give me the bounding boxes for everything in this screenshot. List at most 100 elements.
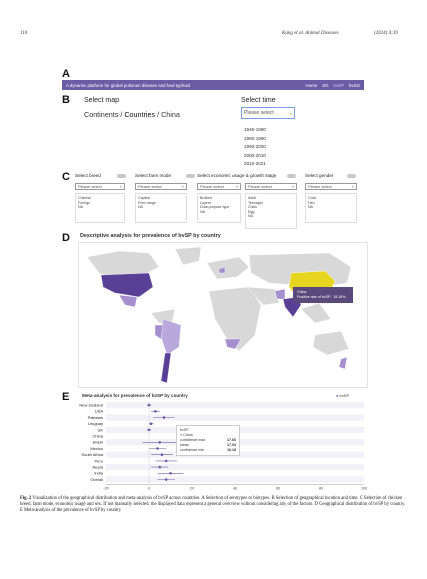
world-map[interactable]: [79, 243, 367, 387]
economic-usage-select-value: Please select: [200, 184, 224, 189]
breadcrumb-countries[interactable]: Countries: [124, 110, 156, 119]
x-tick-label: 20: [190, 487, 194, 491]
economic-usage-option[interactable]: NA: [200, 209, 205, 214]
growth-stage-option[interactable]: Adult: [248, 196, 257, 200]
time-option[interactable]: 1980-1990: [244, 135, 266, 141]
page-number: 116: [20, 31, 28, 36]
mean-point[interactable]: [156, 447, 159, 450]
growth-stage-select[interactable]: Please select ˅: [245, 183, 297, 190]
figure-caption: Fig. 2 Visualization of the geographical…: [20, 496, 408, 514]
farm-mode-toggle[interactable]: [186, 174, 195, 178]
farm-mode-select[interactable]: Please select ˅: [135, 183, 187, 190]
breed-option[interactable]: Foreign: [78, 200, 91, 205]
breed-option[interactable]: Chinese: [78, 196, 92, 200]
row-band: [106, 464, 364, 471]
mean-point[interactable]: [164, 459, 168, 463]
country-label: Pakistan: [88, 415, 103, 420]
gender-option[interactable]: Cock: [308, 196, 317, 200]
country-pakistan[interactable]: [274, 288, 286, 300]
gender-select[interactable]: Please select ˅: [305, 183, 357, 190]
time-options-list: 1945-1980 1980-1990 1990-2000 2000-2010 …: [244, 126, 266, 169]
growth-stage-option[interactable]: Teenager: [248, 200, 263, 205]
economic-usage-select[interactable]: Please select ˅: [197, 183, 241, 190]
country-uk[interactable]: [218, 266, 226, 274]
mean-point[interactable]: [147, 403, 151, 407]
mean-point[interactable]: [162, 416, 166, 419]
citation: (2024) 4:39: [374, 31, 398, 36]
platform-title: A dynamic platform for global pullorum d…: [66, 82, 190, 88]
x-tick-label: 40: [233, 487, 237, 491]
gender-option[interactable]: NA: [308, 205, 313, 210]
farm-mode-option[interactable]: NA: [138, 205, 143, 210]
breed-label: Select breed: [75, 173, 101, 178]
country-label: South Africa: [81, 452, 103, 457]
farm-mode-options: Captive Free-range NA: [135, 193, 187, 223]
x-tick-label: 60: [276, 487, 280, 491]
time-option[interactable]: 1945-1980: [244, 127, 266, 132]
usage-stage-toggle[interactable]: [287, 174, 296, 178]
land-masses: [86, 246, 352, 356]
breed-option[interactable]: NA: [78, 205, 83, 210]
mean-point[interactable]: [158, 441, 162, 444]
time-select[interactable]: Please select ˄: [241, 107, 295, 119]
growth-stage-option[interactable]: Chick: [248, 205, 257, 210]
chevron-down-icon: ˅: [235, 184, 238, 189]
country-label: Uruguay: [88, 421, 103, 426]
country-label: China: [93, 434, 104, 439]
breed-toggle[interactable]: [117, 174, 126, 178]
economic-usage-option[interactable]: Dual-purpose type: [200, 205, 230, 210]
mean-point[interactable]: [164, 478, 168, 481]
chevron-down-icon: ˅: [119, 184, 122, 189]
farm-mode-label: Select farm mode: [135, 173, 171, 178]
nav-link-bvsg[interactable]: bvSG: [349, 82, 360, 88]
mean-point[interactable]: [154, 410, 157, 413]
journal-name: Kang et al. Animal Diseases: [282, 31, 339, 36]
country-brazil[interactable]: [160, 318, 182, 356]
mean-point[interactable]: [149, 422, 153, 425]
country-new-zealand[interactable]: [338, 356, 348, 370]
mean-point[interactable]: [147, 428, 151, 432]
gender-toggle[interactable]: [347, 174, 356, 178]
tooltip-row-value: 16.18: [227, 448, 236, 452]
growth-stage-option[interactable]: Egg: [248, 209, 255, 214]
time-select-value: Please select: [244, 110, 274, 116]
chevron-down-icon: ˅: [181, 184, 184, 189]
nav-link-home[interactable]: Home: [305, 82, 318, 88]
map-tooltip-country: China: [297, 290, 307, 294]
breadcrumb-china[interactable]: / China: [157, 110, 180, 119]
country-usa[interactable]: [100, 272, 154, 298]
country-mexico[interactable]: [118, 294, 138, 308]
country-label: USA: [95, 409, 104, 414]
breadcrumb-continents[interactable]: Continents /: [84, 110, 123, 119]
x-tick-label: -20: [103, 487, 108, 491]
growth-stage-option[interactable]: NA: [248, 214, 253, 219]
farm-mode-option[interactable]: Free-range: [138, 200, 156, 205]
country-south-africa[interactable]: [224, 338, 242, 350]
country-argentina-uruguay[interactable]: [160, 352, 172, 384]
x-axis-label: Prevalence (%): [221, 491, 249, 492]
economic-usage-option[interactable]: Broilers: [200, 196, 213, 200]
time-option[interactable]: 2010-2021: [244, 161, 266, 166]
caption-text: Visualization of the geographical distri…: [20, 496, 406, 513]
country-label: Brazil: [93, 440, 103, 445]
mean-point[interactable]: [169, 472, 172, 475]
meta-title: Meta-analysis for prevalence of bvSP by …: [82, 393, 188, 398]
breed-select[interactable]: Please select ˅: [75, 183, 125, 190]
southeast-asia: [300, 302, 332, 324]
gender-option[interactable]: Hen: [308, 200, 315, 205]
time-option[interactable]: 1990-2000: [244, 144, 266, 149]
economic-usage-option[interactable]: Layers: [200, 200, 211, 205]
farm-mode-option[interactable]: Captive: [138, 196, 151, 200]
time-option[interactable]: 2000-2010: [244, 152, 266, 158]
map-title: Descriptive analysis for prevalence of b…: [80, 233, 221, 239]
mean-point[interactable]: [158, 465, 162, 469]
map-tooltip: China Positive rate of bvSP : 18.18%: [293, 287, 353, 303]
nav-link-sg[interactable]: SG: [322, 82, 329, 88]
country-label: Mexico: [90, 446, 103, 451]
tooltip-row-label: mean: [180, 443, 189, 447]
nav-link-bvsp[interactable]: bvSP: [333, 82, 345, 88]
legend-label: bvSP: [339, 393, 350, 398]
country-peru[interactable]: [154, 324, 164, 340]
dot-icon: ●: [180, 433, 183, 437]
mean-point[interactable]: [160, 453, 164, 456]
